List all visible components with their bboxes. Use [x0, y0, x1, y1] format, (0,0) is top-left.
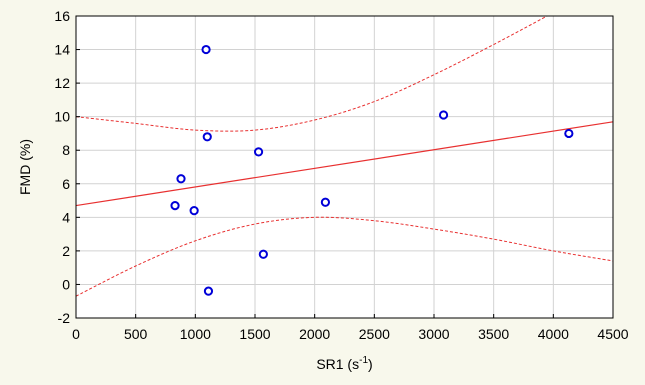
- y-tick-label: 14: [54, 42, 70, 58]
- data-point: [202, 132, 212, 142]
- y-axis-label: FMD (%): [17, 139, 33, 195]
- y-tick-label: 8: [62, 142, 70, 158]
- data-point: [320, 197, 331, 207]
- x-tick-label: 1000: [180, 326, 211, 342]
- data-point: [201, 44, 211, 55]
- upper-confidence-curve: [76, 16, 549, 132]
- data-points: [170, 44, 574, 296]
- y-tick-label: -2: [58, 310, 71, 326]
- x-tick-label: 0: [72, 326, 80, 342]
- grid: [76, 16, 613, 318]
- data-point: [253, 147, 264, 157]
- data-point: [258, 249, 268, 259]
- x-tick-label: 1500: [239, 326, 270, 342]
- data-point: [170, 200, 180, 211]
- x-tick-label: 3500: [478, 326, 509, 342]
- plot-area: [76, 16, 613, 318]
- x-axis-label: SR1 (s-1): [316, 355, 372, 372]
- confidence-band: [76, 16, 613, 297]
- data-point: [176, 174, 186, 184]
- y-tick-labels: -2 0 2 4 6 8 10 12 14 16: [54, 8, 80, 326]
- x-tick-label: 4500: [597, 326, 628, 342]
- x-tick-label: 3000: [418, 326, 449, 342]
- x-tick-labels: 0 500 1000 1500 2000 2500 3000 3500 4000 4500: [72, 314, 629, 342]
- y-tick-label: 12: [54, 75, 70, 91]
- y-tick-label: 0: [62, 276, 70, 292]
- plot-frame: [75, 15, 614, 319]
- y-tick-label: 6: [62, 176, 70, 192]
- data-point: [438, 110, 449, 120]
- data-point: [189, 206, 199, 216]
- x-tick-label: 500: [124, 326, 148, 342]
- y-tick-label: 16: [54, 8, 70, 24]
- lower-confidence-curve: [76, 216, 613, 297]
- x-tick-label: 2500: [359, 326, 390, 342]
- regression-line-group: [76, 121, 613, 207]
- y-tick-label: 2: [62, 243, 70, 259]
- data-point: [564, 128, 574, 139]
- x-tick-label: 4000: [538, 326, 569, 342]
- x-tick-label: 2000: [299, 326, 330, 342]
- regression-line: [76, 121, 613, 207]
- data-point: [203, 286, 214, 296]
- y-tick-label: 4: [62, 209, 70, 225]
- y-tick-label: 10: [54, 109, 70, 125]
